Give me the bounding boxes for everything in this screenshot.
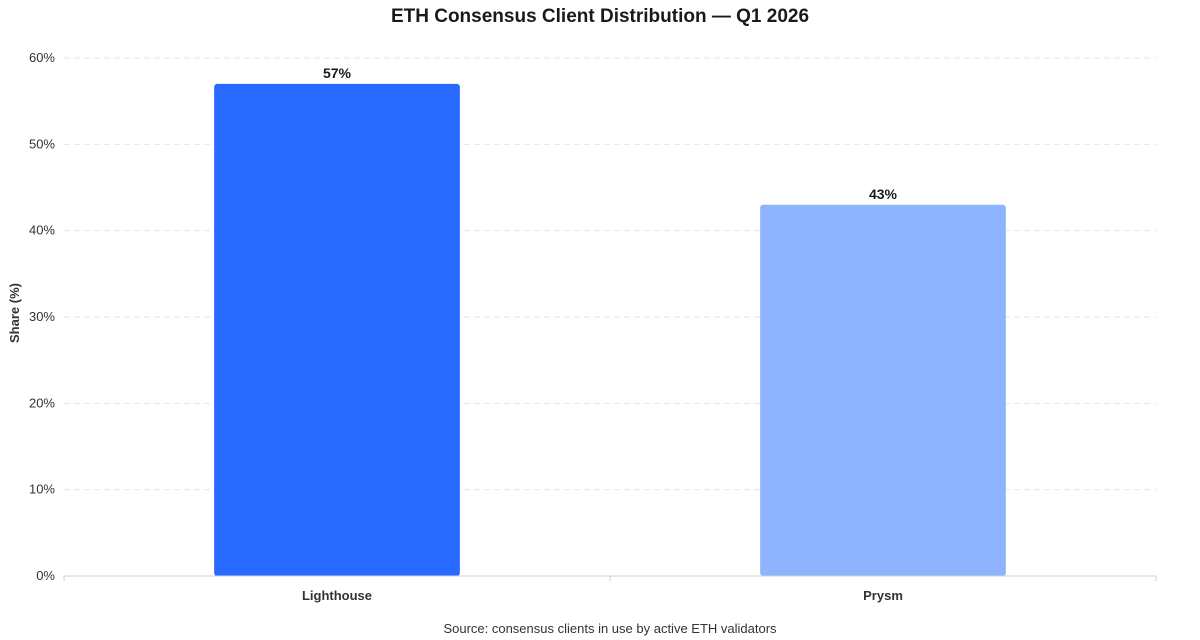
bar-prysm	[760, 204, 1006, 576]
y-tick-label: 50%	[29, 136, 55, 151]
y-axis-ticks: 0% 10% 20% 30% 40% 50% 60%	[29, 50, 55, 583]
data-label: 57%	[323, 65, 352, 81]
x-category-label: Lighthouse	[302, 588, 372, 603]
x-axis: Lighthouse Prysm	[63, 575, 1157, 603]
y-tick-label: 60%	[29, 50, 55, 65]
data-labels: 57% 43%	[323, 65, 898, 202]
data-label: 43%	[869, 186, 898, 202]
x-category-label: Prysm	[863, 588, 903, 603]
bar-lighthouse	[214, 83, 460, 577]
y-tick-label: 0%	[36, 568, 55, 583]
y-axis-label: Share (%)	[7, 283, 22, 343]
y-tick-label: 20%	[29, 395, 55, 410]
y-tick-label: 10%	[29, 482, 55, 497]
chart-title: ETH Consensus Client Distribution — Q1 2…	[391, 6, 809, 27]
source-note: Source: consensus clients in use by acti…	[443, 621, 777, 636]
y-tick-label: 30%	[29, 309, 55, 324]
bars	[214, 83, 1006, 577]
y-tick-label: 40%	[29, 223, 55, 238]
